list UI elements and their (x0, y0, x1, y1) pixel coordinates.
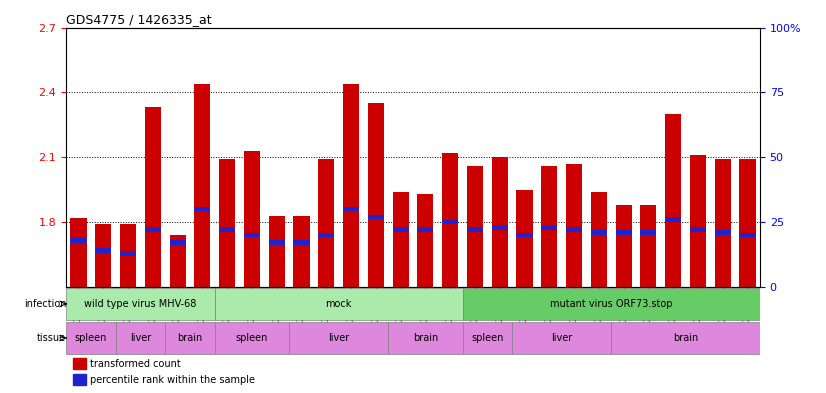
Text: tissue: tissue (37, 333, 66, 343)
Text: brain: brain (178, 333, 202, 343)
Bar (244, 151, 260, 287)
Bar (611, 321, 760, 354)
Bar (417, 228, 434, 232)
Bar (463, 288, 760, 320)
Bar (165, 321, 215, 354)
Bar (95, 224, 112, 287)
Bar (343, 84, 359, 287)
Bar (591, 230, 607, 235)
Bar (268, 241, 285, 245)
Bar (739, 160, 756, 287)
Bar (516, 233, 533, 237)
Bar (615, 230, 632, 235)
Bar (591, 192, 607, 287)
Bar (388, 321, 463, 354)
Bar (392, 192, 409, 287)
Text: transformed count: transformed count (90, 359, 181, 369)
Bar (318, 233, 335, 237)
Text: infection: infection (24, 299, 66, 309)
Bar (70, 218, 87, 287)
Bar (714, 230, 731, 235)
Bar (215, 288, 463, 320)
Text: percentile rank within the sample: percentile rank within the sample (90, 375, 255, 384)
Bar (73, 374, 86, 385)
Bar (739, 233, 756, 237)
Bar (442, 220, 458, 224)
Bar (665, 217, 681, 222)
Bar (120, 251, 136, 255)
Bar (640, 205, 657, 287)
Bar (368, 103, 384, 287)
Bar (665, 114, 681, 287)
Bar (70, 238, 87, 242)
Bar (615, 205, 632, 287)
Bar (145, 108, 161, 287)
Bar (73, 358, 86, 369)
Bar (293, 241, 310, 245)
Bar (194, 84, 211, 287)
Bar (690, 228, 706, 232)
Bar (293, 216, 310, 287)
Text: brain: brain (673, 333, 698, 343)
Bar (268, 216, 285, 287)
Bar (194, 207, 211, 211)
Bar (467, 166, 483, 287)
Bar (215, 321, 289, 354)
Bar (491, 157, 508, 287)
Bar (116, 321, 165, 354)
Bar (95, 248, 112, 253)
Text: spleen: spleen (235, 333, 268, 343)
Text: mock: mock (325, 299, 352, 309)
Bar (219, 160, 235, 287)
Text: spleen: spleen (471, 333, 504, 343)
Bar (169, 241, 186, 245)
Bar (66, 288, 215, 320)
Text: wild type virus MHV-68: wild type virus MHV-68 (84, 299, 197, 309)
Text: spleen: spleen (74, 333, 107, 343)
Bar (219, 228, 235, 232)
Text: brain: brain (413, 333, 438, 343)
Bar (690, 155, 706, 287)
Bar (318, 160, 335, 287)
Bar (516, 190, 533, 287)
Bar (512, 321, 611, 354)
Bar (66, 321, 116, 354)
Bar (368, 215, 384, 219)
Bar (463, 321, 512, 354)
Bar (467, 228, 483, 232)
Bar (491, 225, 508, 230)
Bar (541, 225, 558, 230)
Bar (244, 233, 260, 237)
Bar (120, 224, 136, 287)
Bar (343, 207, 359, 211)
Bar (566, 228, 582, 232)
Bar (417, 194, 434, 287)
Text: liver: liver (328, 333, 349, 343)
Text: liver: liver (551, 333, 572, 343)
Text: liver: liver (130, 333, 151, 343)
Text: GDS4775 / 1426335_at: GDS4775 / 1426335_at (66, 13, 211, 26)
Bar (566, 164, 582, 287)
Bar (289, 321, 388, 354)
Bar (714, 160, 731, 287)
Bar (640, 230, 657, 235)
Bar (541, 166, 558, 287)
Bar (145, 228, 161, 232)
Text: mutant virus ORF73.stop: mutant virus ORF73.stop (550, 299, 672, 309)
Bar (442, 153, 458, 287)
Bar (169, 235, 186, 287)
Bar (392, 228, 409, 232)
